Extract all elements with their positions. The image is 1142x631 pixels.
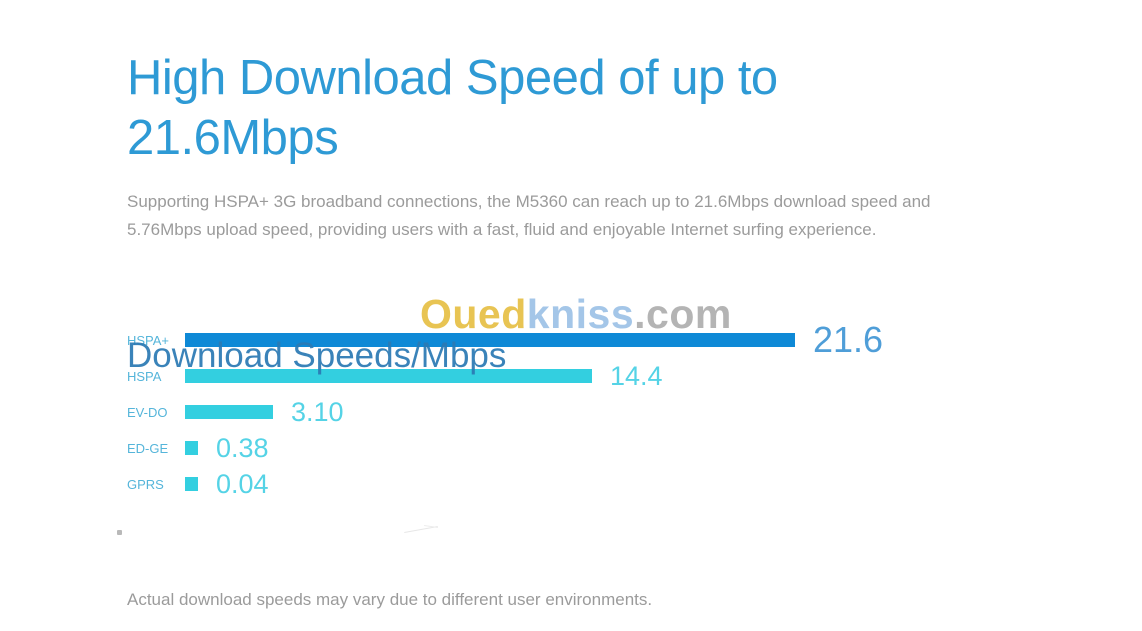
chart-category-label: ED-GE: [127, 440, 169, 456]
chart-bar: [185, 333, 795, 347]
watermark-part-2: kniss: [526, 291, 635, 337]
stray-dot-artifact: [117, 530, 122, 535]
chart-bar: [185, 441, 198, 455]
chart-value-label: 21.6: [813, 319, 884, 360]
chart-bar: [185, 477, 198, 491]
chart-value-label: 14.4: [610, 360, 663, 391]
chart-category-label: HSPA: [127, 368, 162, 384]
chart-category-label: EV-DO: [127, 404, 168, 420]
product-description: Supporting HSPA+ 3G broadband connection…: [127, 188, 931, 244]
chart-value-label: 0.38: [216, 432, 269, 463]
chart-bar: [185, 369, 592, 383]
chart-bar: [185, 405, 273, 419]
page-title-line-1: High Download Speed of up to: [127, 51, 778, 105]
chart-title: Download Speeds/Mbps: [127, 336, 507, 375]
page-title-line-2: 21.6Mbps: [127, 111, 339, 165]
chart-row: GPRS 0.04: [127, 466, 1087, 502]
chart-value-label: 0.04: [216, 468, 269, 499]
disclaimer-note: Actual download speeds may vary due to d…: [127, 590, 653, 609]
chart-category-label: HSPA+: [127, 332, 170, 348]
chart-category-label: GPRS: [127, 476, 164, 492]
watermark: Ouedkniss.com: [420, 291, 732, 338]
product-description-line-1: Supporting HSPA+ 3G broadband connection…: [127, 192, 931, 211]
chart-row: ED-GE 0.38: [127, 430, 1087, 466]
chart-value-label: 3.10: [291, 396, 344, 427]
watermark-part-3: .com: [634, 291, 732, 337]
chart-rows: HSPA+ 21.6 HSPA 14.4 EV-DO 3.10 ED-GE 0.38 GPRS 0…: [127, 319, 1087, 502]
page-title: High Download Speed of up to 21.6Mbps: [127, 48, 778, 168]
chart-row: EV-DO 3.10: [127, 394, 1087, 430]
watermark-part-1: Oued: [420, 291, 527, 337]
chart-row: HSPA 14.4: [127, 358, 1087, 394]
product-description-line-2: 5.76Mbps upload speed, providing users w…: [127, 220, 877, 239]
chart-row: HSPA+ 21.6: [127, 319, 1087, 360]
download-speed-chart: Download Speeds/Mbps HSPA+ 21.6 HSPA 14.4 EV…: [127, 319, 1087, 502]
